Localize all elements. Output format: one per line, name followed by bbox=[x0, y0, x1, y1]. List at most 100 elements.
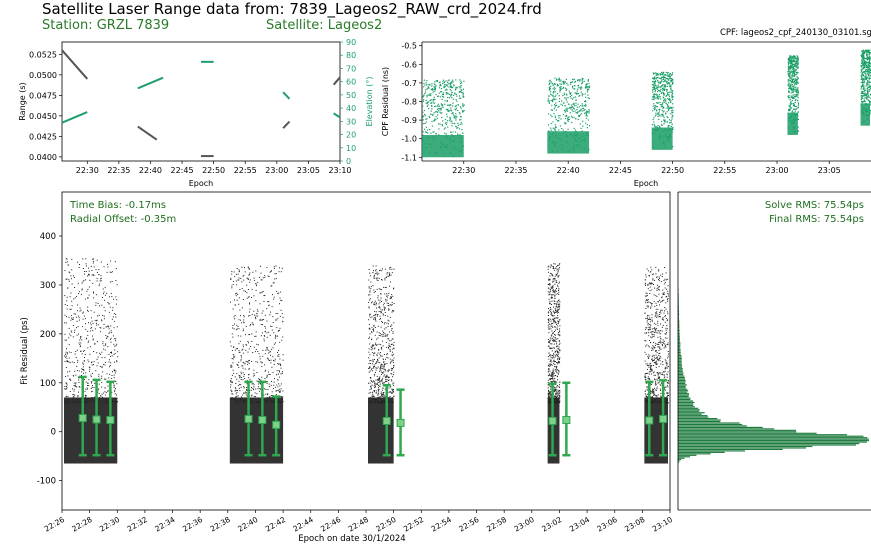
fit-point bbox=[262, 291, 264, 292]
fit-point bbox=[76, 349, 78, 351]
fit-point bbox=[91, 391, 93, 393]
fit-point bbox=[265, 327, 267, 329]
cpf-point bbox=[788, 85, 790, 87]
cpf-point bbox=[558, 79, 560, 81]
fit-point bbox=[552, 310, 554, 312]
fit-point bbox=[65, 339, 67, 341]
cpf-point bbox=[652, 89, 654, 91]
cpf-point bbox=[793, 105, 795, 107]
cpf-point bbox=[669, 82, 671, 84]
fit-point bbox=[558, 321, 560, 323]
cpf-point bbox=[577, 118, 579, 121]
fit-point bbox=[376, 331, 378, 333]
cpf-point bbox=[552, 82, 554, 84]
cpf-point bbox=[445, 84, 447, 86]
cpf-point bbox=[548, 80, 550, 82]
cpf-point bbox=[788, 70, 790, 72]
cpf-point bbox=[790, 101, 792, 103]
fit-point bbox=[549, 355, 551, 357]
fit-point bbox=[92, 385, 93, 387]
y2-tick-label: 50 bbox=[346, 91, 356, 100]
fit-point bbox=[239, 289, 241, 290]
cpf-point bbox=[579, 87, 581, 89]
fit-dense-band bbox=[64, 397, 118, 464]
fit-point bbox=[376, 344, 378, 346]
fit-point bbox=[552, 318, 554, 320]
cpf-point bbox=[449, 93, 451, 95]
fit-point bbox=[96, 277, 98, 279]
fit-point bbox=[271, 400, 273, 402]
cpf-point bbox=[791, 111, 793, 113]
cpf-point bbox=[448, 104, 450, 106]
cpf-point bbox=[671, 110, 673, 112]
fit-point bbox=[553, 267, 554, 269]
fit-point bbox=[89, 370, 90, 372]
fit-point bbox=[264, 276, 266, 278]
cpf-point bbox=[671, 108, 673, 110]
cpf-point bbox=[577, 88, 579, 90]
fit-point bbox=[383, 396, 385, 398]
cpf-point bbox=[570, 83, 572, 85]
cpf-point bbox=[655, 72, 657, 74]
fit-point bbox=[75, 374, 77, 376]
cpf-point bbox=[549, 93, 552, 95]
fit-point bbox=[109, 331, 111, 333]
fit-point bbox=[550, 339, 552, 341]
cpf-point bbox=[657, 80, 659, 82]
cpf-point bbox=[574, 96, 577, 98]
cpf-point bbox=[655, 109, 657, 111]
fit-point bbox=[100, 278, 102, 280]
fit-point bbox=[550, 357, 552, 359]
fit-point bbox=[548, 341, 549, 343]
fit-point bbox=[389, 331, 391, 333]
fit-point bbox=[383, 335, 385, 337]
cpf-point bbox=[655, 84, 657, 87]
fit-point bbox=[555, 397, 557, 398]
cpf-point bbox=[652, 91, 654, 93]
fit-point bbox=[82, 366, 84, 368]
fit-point bbox=[266, 332, 268, 334]
fit-point bbox=[96, 365, 98, 367]
fit-point bbox=[552, 371, 554, 373]
fit-point bbox=[87, 288, 89, 290]
fit-point bbox=[382, 387, 384, 389]
fit-point bbox=[90, 374, 92, 376]
cpf-point bbox=[554, 104, 556, 107]
cpf-point bbox=[794, 87, 796, 89]
cpf-point bbox=[453, 115, 455, 117]
fit-point bbox=[555, 273, 557, 275]
cpf-point bbox=[789, 103, 791, 105]
cpf-point bbox=[792, 97, 794, 99]
cpf-point bbox=[789, 110, 791, 112]
fit-point bbox=[388, 309, 390, 311]
fit-point bbox=[381, 389, 383, 391]
fit-point bbox=[554, 297, 556, 299]
fit-point bbox=[370, 401, 372, 403]
fit-point bbox=[379, 335, 381, 337]
cpf-point bbox=[794, 88, 796, 91]
cpf-point bbox=[656, 88, 658, 90]
cpf-point bbox=[435, 105, 437, 107]
fit-point bbox=[105, 343, 107, 345]
fit-point bbox=[243, 316, 245, 318]
cpf-point bbox=[586, 115, 588, 117]
fit-point bbox=[81, 339, 83, 341]
cpf-point bbox=[447, 120, 449, 122]
cpf-point bbox=[660, 88, 662, 90]
fit-point bbox=[80, 342, 82, 344]
fit-point bbox=[94, 398, 96, 400]
cpf-point bbox=[668, 119, 671, 121]
fit-point bbox=[270, 384, 272, 386]
fit-point bbox=[554, 378, 556, 379]
cpf-point bbox=[655, 93, 657, 95]
cpf-point bbox=[565, 109, 567, 111]
fit-point bbox=[663, 340, 665, 342]
cpf-point bbox=[652, 80, 654, 83]
fit-point bbox=[111, 375, 113, 376]
fit-point bbox=[555, 365, 557, 367]
fit-point bbox=[370, 288, 372, 290]
cpf-point bbox=[866, 50, 868, 52]
fit-point bbox=[380, 318, 381, 319]
fit-point bbox=[373, 270, 374, 272]
fit-point bbox=[71, 258, 73, 260]
